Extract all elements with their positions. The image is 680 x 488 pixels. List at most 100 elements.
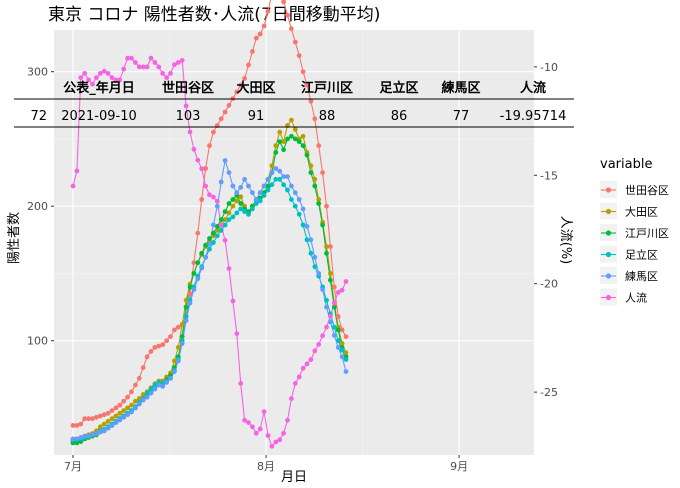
data-point xyxy=(324,297,329,303)
data-point xyxy=(203,183,209,189)
data-point xyxy=(195,276,201,282)
data-point xyxy=(214,233,220,239)
data-point xyxy=(308,357,314,362)
data-point xyxy=(238,82,244,88)
data-point xyxy=(281,139,286,145)
data-point xyxy=(308,237,314,243)
legend-title: variable xyxy=(600,157,652,172)
data-point xyxy=(70,436,76,442)
data-point xyxy=(211,222,216,228)
legend-label: 練馬区 xyxy=(625,269,658,283)
legend-key-point xyxy=(605,230,612,236)
data-point xyxy=(179,58,185,63)
data-point xyxy=(199,197,205,202)
data-point xyxy=(331,300,337,306)
data-point xyxy=(175,324,181,330)
data-point xyxy=(129,402,134,408)
data-point xyxy=(226,217,232,223)
data-point xyxy=(339,354,345,360)
data-point xyxy=(285,12,290,18)
data-point xyxy=(148,55,154,61)
data-point xyxy=(82,71,88,76)
x-tick-label: 9月 xyxy=(450,460,468,473)
data-point xyxy=(160,71,166,76)
data-point xyxy=(218,179,224,185)
data-point xyxy=(242,176,248,182)
data-point xyxy=(343,357,349,362)
data-point xyxy=(324,244,329,249)
table-row-cell: 91 xyxy=(248,109,265,124)
data-point xyxy=(156,382,162,388)
table-header-cell: 練馬区 xyxy=(441,80,480,96)
data-point xyxy=(86,77,91,83)
data-point xyxy=(183,314,189,319)
legend-key-point xyxy=(605,294,612,301)
data-point xyxy=(328,271,333,276)
data-point xyxy=(175,345,181,350)
data-point xyxy=(242,209,248,215)
data-point xyxy=(214,224,220,229)
ticks: 7月 8月 9月 100 200 300 -10 -15 -20 -25 xyxy=(27,61,558,473)
data-point xyxy=(277,176,283,182)
data-point xyxy=(238,185,244,190)
data-point xyxy=(261,409,267,414)
data-point xyxy=(246,420,251,425)
data-point xyxy=(253,201,259,206)
data-point xyxy=(331,332,337,338)
data-point xyxy=(140,64,146,70)
legend-label: 世田谷区 xyxy=(625,184,669,197)
y2-tick-label: -10 xyxy=(540,61,558,74)
data-point xyxy=(261,23,267,29)
data-point xyxy=(140,397,146,403)
data-point xyxy=(214,203,220,209)
data-point xyxy=(129,409,134,415)
data-point xyxy=(203,242,209,248)
data-point xyxy=(144,354,150,360)
data-point xyxy=(97,71,103,76)
data-point xyxy=(335,290,341,295)
data-point xyxy=(339,347,345,353)
data-point xyxy=(191,146,197,152)
data-point xyxy=(281,182,286,188)
table-row-cell: 103 xyxy=(176,109,201,124)
legend-key-point xyxy=(605,208,612,215)
data-point xyxy=(226,102,232,108)
legend-key-point xyxy=(605,251,612,258)
data-point xyxy=(304,224,310,229)
data-point xyxy=(97,429,103,435)
data-point xyxy=(172,358,177,364)
data-point xyxy=(74,436,80,442)
data-point xyxy=(250,206,255,212)
data-point xyxy=(191,287,197,292)
data-point xyxy=(324,250,329,256)
data-point xyxy=(312,348,318,354)
data-point xyxy=(121,414,127,420)
data-point xyxy=(86,433,91,439)
data-point xyxy=(250,190,255,196)
data-point xyxy=(312,176,318,182)
data-point xyxy=(289,396,294,401)
data-point xyxy=(152,382,158,388)
y-tick-label: 200 xyxy=(27,200,48,213)
data-point xyxy=(253,430,259,436)
y-tick-label: 300 xyxy=(27,66,48,79)
data-point xyxy=(207,192,212,198)
data-point xyxy=(289,133,294,139)
data-point xyxy=(195,260,201,266)
data-point xyxy=(207,246,212,252)
data-point xyxy=(140,365,146,370)
data-point xyxy=(300,206,306,212)
data-point xyxy=(211,194,216,200)
data-point xyxy=(78,75,84,81)
data-point xyxy=(105,419,111,424)
data-point xyxy=(117,410,123,416)
data-point xyxy=(207,143,212,149)
data-point xyxy=(156,64,162,70)
table-header-cell: 江戸川区 xyxy=(301,80,353,96)
data-point xyxy=(226,170,232,176)
data-point xyxy=(261,183,267,189)
data-point xyxy=(304,152,310,158)
data-point xyxy=(105,71,111,76)
data-point xyxy=(152,60,158,65)
